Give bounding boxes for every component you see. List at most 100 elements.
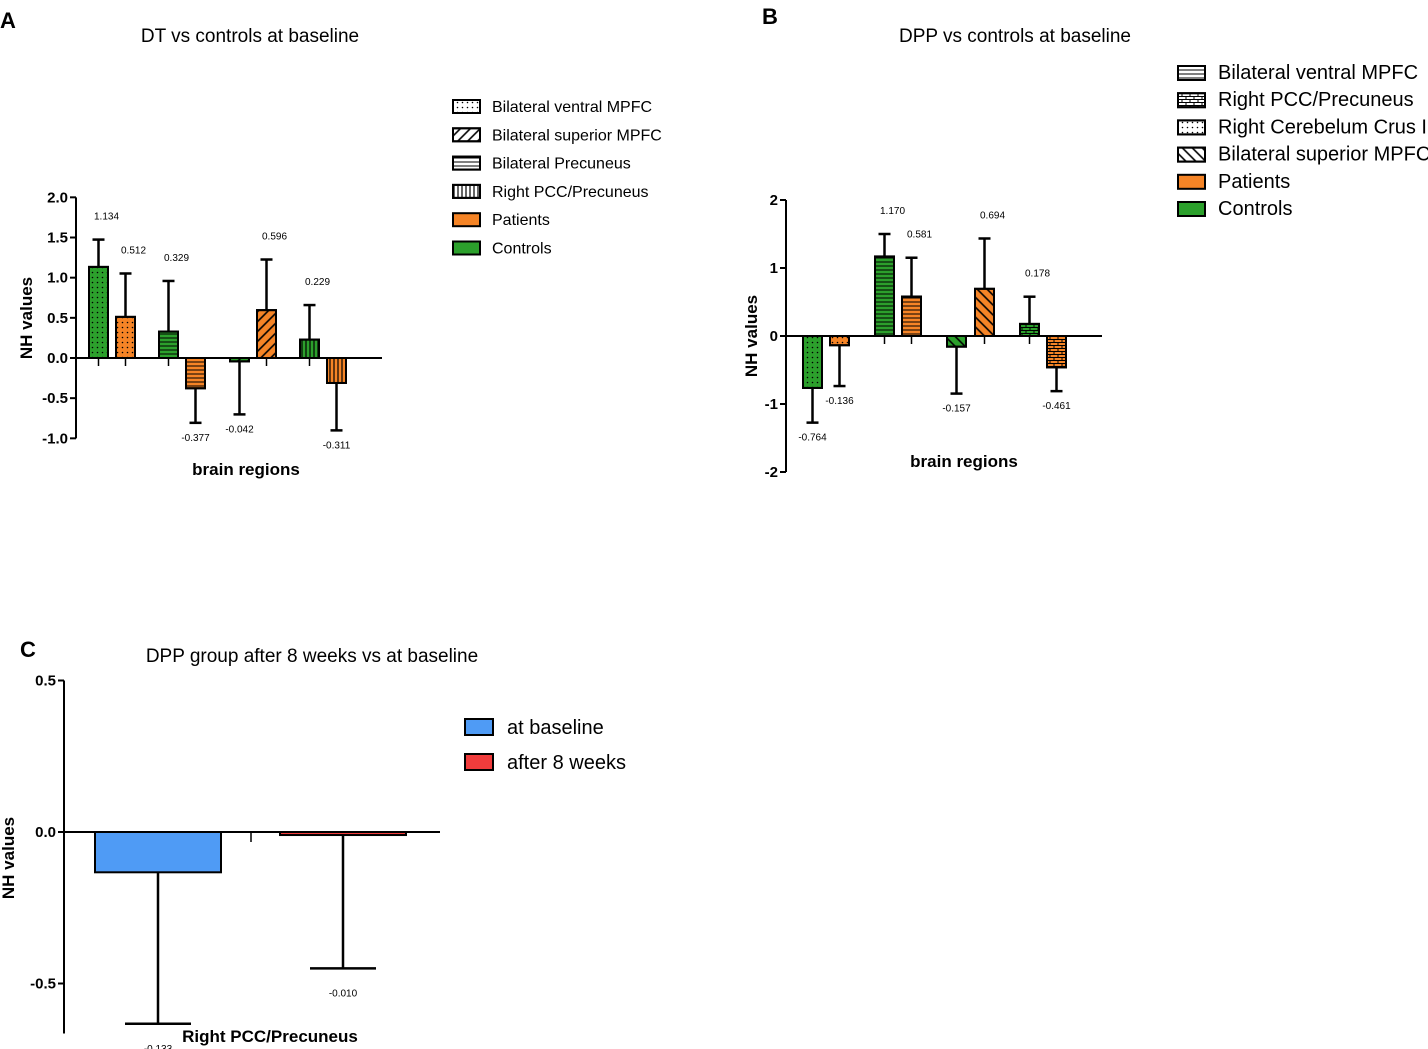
legend-entry: Controls [1177, 198, 1292, 220]
bar: 0.596 [256, 232, 287, 360]
legend-entry: Right Cerebelum Crus II [1177, 116, 1428, 138]
panel-a-letter: A [0, 8, 16, 33]
panel-c-letter: C [20, 637, 36, 662]
legend-swatch [1177, 173, 1206, 190]
legend-swatch-pattern [1177, 92, 1206, 109]
panel-b-ylabel: NH values [742, 295, 761, 377]
legend-entry: Bilateral superior MPFC [1177, 144, 1428, 166]
bar-pattern [185, 357, 206, 390]
bar-pattern [1046, 335, 1067, 369]
y-tick-label: 2.0 [47, 189, 68, 206]
legend-swatch [1177, 201, 1206, 217]
bar-pattern [901, 295, 922, 338]
bar-pattern [115, 315, 136, 359]
panel-b-letter: B [762, 4, 778, 29]
bar-pattern [974, 287, 995, 338]
y-tick-label: 1 [770, 260, 778, 277]
y-tick-label: -1.0 [42, 430, 68, 447]
legend-swatch-pattern [1177, 119, 1206, 136]
legend-label: Controls [1218, 198, 1292, 220]
bar: 0.329 [158, 253, 189, 360]
panel-c-xlabel: Right PCC/Precuneus [182, 1027, 358, 1046]
legend-swatch-pattern [1177, 65, 1206, 81]
data-label: 0.178 [1025, 269, 1050, 280]
legend-label: Bilateral superior MPFC [492, 127, 662, 144]
data-label: -0.461 [1042, 401, 1071, 412]
data-label: 0.596 [262, 232, 287, 243]
legend-label: at baseline [507, 717, 604, 739]
legend-swatch-pattern [1177, 146, 1206, 163]
data-label: -0.377 [181, 433, 210, 444]
bar: -0.764 [798, 335, 827, 444]
bar-pattern [158, 330, 179, 360]
bar-pattern [946, 335, 967, 348]
panel-a: A DT vs controls at baseline NH values b… [0, 8, 662, 479]
bar-pattern [802, 335, 823, 389]
legend-swatch [452, 212, 481, 228]
data-label: -0.311 [323, 440, 351, 451]
bar: 0.694 [974, 210, 1005, 338]
bar: -0.042 [225, 357, 254, 435]
legend-swatch-pattern [452, 155, 481, 171]
legend-swatch-pattern [452, 99, 481, 114]
bar-pattern [229, 357, 250, 363]
legend-entry: Controls [452, 240, 552, 258]
legend-swatch-pattern [452, 183, 481, 199]
bar-fill [94, 831, 222, 874]
panel-c: C DPP group after 8 weeks vs at baseline… [0, 637, 626, 1049]
legend-label: Right Cerebelum Crus II [1218, 116, 1428, 138]
legend-entry: Bilateral Precuneus [452, 155, 631, 173]
bar: -0.133 [94, 831, 222, 1049]
legend-swatch [464, 718, 494, 736]
bar-pattern [874, 255, 895, 337]
legend-swatch [464, 753, 494, 771]
y-tick-label: -1 [765, 396, 778, 413]
data-label: 0.229 [305, 277, 330, 288]
panel-c-title: DPP group after 8 weeks vs at baseline [146, 646, 478, 667]
data-label: 0.329 [164, 253, 189, 264]
panel-b-title: DPP vs controls at baseline [899, 26, 1131, 47]
y-tick-label: 1.5 [47, 230, 68, 247]
data-label: 1.170 [880, 206, 905, 217]
data-label: -0.157 [942, 404, 971, 415]
legend-entry: Patients [1177, 171, 1290, 193]
panel-a-ylabel: NH values [17, 277, 36, 359]
bar-fill [279, 831, 407, 837]
data-label: 0.694 [980, 210, 1005, 221]
bar: 0.512 [115, 245, 146, 359]
legend-label: Patients [492, 212, 550, 229]
legend-entry: after 8 weeks [464, 752, 626, 774]
legend-label: after 8 weeks [507, 752, 626, 774]
data-label: -0.042 [225, 424, 254, 435]
y-tick-label: 0.5 [35, 673, 56, 690]
data-label: -0.136 [825, 396, 854, 407]
legend-swatch [452, 240, 481, 256]
data-label: 0.581 [907, 230, 932, 241]
legend-label: Bilateral ventral MPFC [1218, 62, 1418, 84]
panel-b-xlabel: brain regions [910, 452, 1018, 471]
data-label: 0.512 [121, 245, 146, 256]
bar: 0.178 [1019, 269, 1050, 337]
bar-pattern [326, 357, 347, 384]
data-label: -0.764 [798, 433, 827, 444]
bar-pattern [256, 309, 277, 360]
legend-label: Right PCC/Precuneus [1218, 89, 1414, 111]
bar-pattern [1019, 322, 1040, 337]
panel-b: B DPP vs controls at baseline NH values … [742, 4, 1428, 481]
legend-swatch-pattern [452, 127, 481, 143]
legend-label: Patients [1218, 171, 1290, 193]
bar: 0.581 [901, 230, 932, 338]
legend-label: Bilateral superior MPFC [1218, 144, 1428, 166]
legend-entry: at baseline [464, 717, 604, 739]
y-tick-label: 0.0 [47, 350, 68, 367]
y-tick-label: 0 [770, 328, 778, 345]
data-label: 1.134 [94, 212, 119, 223]
bar: -0.157 [942, 335, 971, 415]
legend-entry: Right PCC/Precuneus [1177, 89, 1414, 111]
bar: -0.010 [279, 831, 407, 999]
legend-entry: Right PCC/Precuneus [452, 183, 649, 201]
bar: 0.229 [299, 277, 330, 360]
panel-a-xlabel: brain regions [192, 460, 300, 479]
legend-label: Right PCC/Precuneus [492, 184, 649, 201]
